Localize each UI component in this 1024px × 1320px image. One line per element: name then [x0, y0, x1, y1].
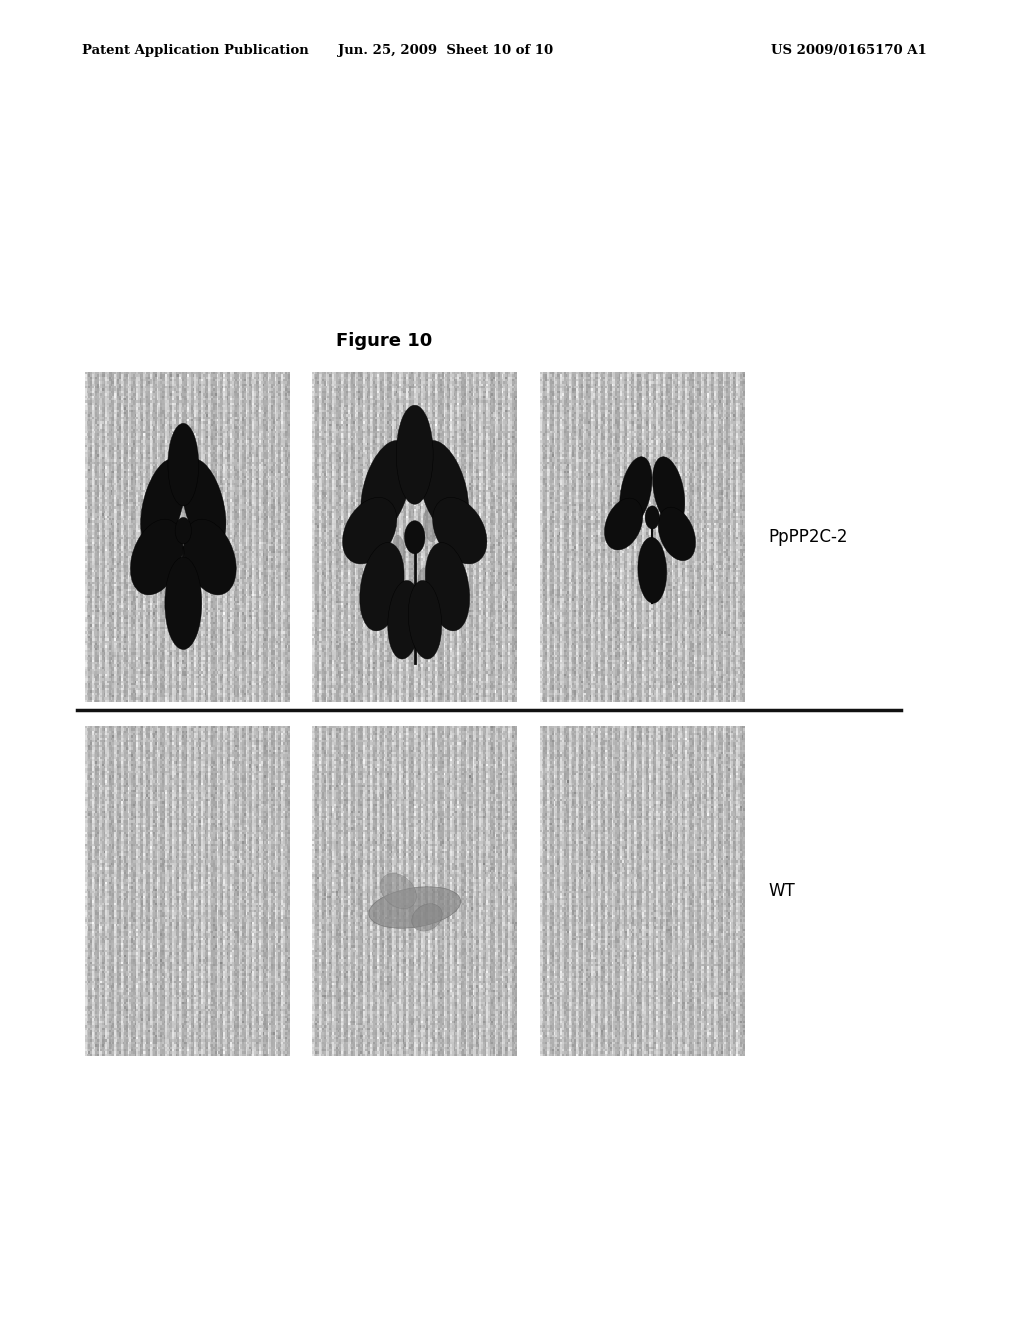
Ellipse shape	[181, 459, 226, 549]
Ellipse shape	[183, 519, 237, 595]
Ellipse shape	[433, 498, 486, 564]
Ellipse shape	[409, 581, 441, 659]
Ellipse shape	[412, 904, 442, 931]
Ellipse shape	[404, 520, 425, 554]
Text: Jun. 25, 2009  Sheet 10 of 10: Jun. 25, 2009 Sheet 10 of 10	[338, 44, 553, 57]
Text: Figure 10: Figure 10	[336, 331, 432, 350]
Ellipse shape	[130, 519, 183, 595]
Ellipse shape	[369, 887, 461, 928]
Ellipse shape	[604, 498, 643, 550]
Ellipse shape	[165, 557, 202, 649]
Text: WT: WT	[768, 882, 795, 900]
Ellipse shape	[645, 506, 659, 529]
Ellipse shape	[437, 546, 451, 579]
Ellipse shape	[418, 441, 469, 535]
Text: US 2009/0165170 A1: US 2009/0165170 A1	[771, 44, 927, 57]
Ellipse shape	[343, 498, 396, 564]
Ellipse shape	[175, 517, 191, 544]
Ellipse shape	[437, 543, 450, 576]
Ellipse shape	[638, 537, 667, 603]
Text: PpPP2C-2: PpPP2C-2	[768, 528, 848, 546]
Ellipse shape	[652, 457, 685, 525]
Ellipse shape	[380, 874, 417, 908]
Ellipse shape	[359, 543, 404, 631]
Ellipse shape	[388, 581, 421, 659]
Ellipse shape	[360, 441, 412, 535]
Ellipse shape	[425, 562, 438, 594]
Ellipse shape	[396, 405, 433, 504]
Ellipse shape	[425, 543, 470, 631]
Ellipse shape	[140, 459, 185, 549]
Ellipse shape	[168, 424, 199, 506]
Text: Patent Application Publication: Patent Application Publication	[82, 44, 308, 57]
Ellipse shape	[658, 507, 695, 561]
Ellipse shape	[620, 457, 652, 525]
